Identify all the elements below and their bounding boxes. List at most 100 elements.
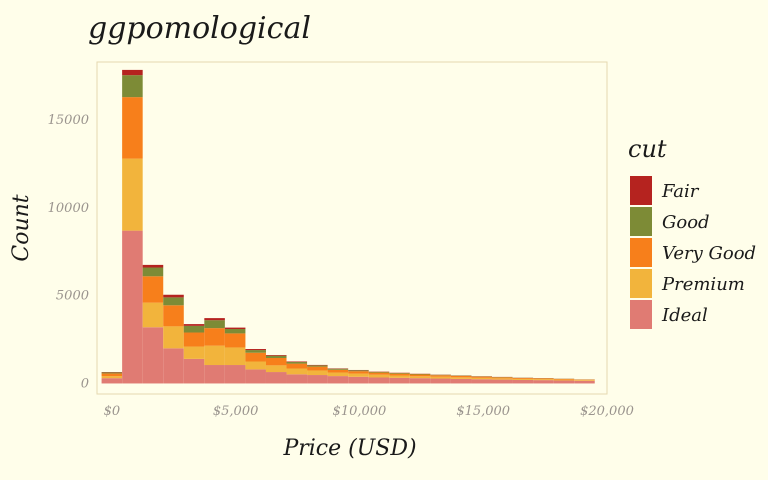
bar-premium-bin-16 [430,376,451,379]
bar-good-bin-13 [368,371,390,373]
bar-very-good-bin-2 [142,276,164,303]
bar-premium-bin-11 [327,372,349,377]
bar-ideal-bin-7 [245,369,266,384]
bar-ideal-bin-8 [265,372,287,384]
bar-ideal-bin-23 [574,380,595,384]
x-tick-label: $10,000 [333,404,387,419]
bar-premium-bin-17 [450,377,472,379]
x-tick-label: $0 [104,404,121,419]
bar-very-good-bin-6 [224,333,246,348]
bar-ideal-bin-0 [101,378,123,384]
bar-good-bin-15 [409,373,431,375]
bar-premium-bin-4 [183,346,205,359]
legend-label-good: Good [662,212,710,233]
bar-good-bin-5 [204,320,225,329]
bar-good-bin-10 [307,365,328,367]
bar-ideal-bin-1 [122,230,143,384]
bar-ideal-bin-4 [183,358,205,384]
legend-swatch-good [630,207,652,236]
bar-ideal-bin-11 [327,376,349,384]
bar-fair-bin-5 [204,318,225,321]
bar-premium-bin-12 [348,373,369,377]
bar-very-good-bin-18 [471,376,492,378]
x-tick-label: $20,000 [580,404,634,419]
bar-fair-bin-8 [265,355,287,356]
y-tick-label: 0 [81,376,89,391]
bar-fair-bin-4 [183,324,205,326]
bar-premium-bin-6 [224,347,246,366]
bar-ideal-bin-18 [471,379,492,384]
bar-premium-bin-7 [245,361,266,370]
bar-very-good-bin-1 [122,97,143,159]
bar-ideal-bin-12 [348,376,369,384]
bar-premium-bin-19 [492,378,513,380]
bar-ideal-bin-3 [163,348,184,384]
plot-panel [96,61,608,395]
bar-ideal-bin-6 [224,365,246,384]
bar-very-good-bin-8 [265,357,287,366]
bar-good-bin-6 [224,329,246,334]
x-tick-label: $5,000 [213,404,259,419]
bar-ideal-bin-16 [430,378,451,384]
bar-ideal-bin-5 [204,365,225,384]
bar-ideal-bin-13 [368,377,390,384]
bar-very-good-bin-9 [286,363,308,369]
bar-ideal-bin-21 [533,380,554,384]
bar-fair-bin-9 [286,361,308,363]
x-axis-ticks: $0 $5,000 $10,000 $15,000 $20,000 [104,404,634,419]
bar-very-good-bin-23 [574,379,595,381]
bar-good-bin-8 [265,355,287,358]
bar-good-bin-7 [245,350,266,353]
bar-premium-bin-8 [265,365,287,373]
bar-premium-bin-13 [368,374,390,378]
bar-very-good-bin-11 [327,369,349,373]
bar-premium-bin-5 [204,345,225,366]
bar-good-bin-2 [142,267,164,277]
bar-very-good-bin-4 [183,332,205,347]
legend-title: cut [628,135,667,163]
bar-good-bin-9 [286,362,308,364]
legend-label-very-good: Very Good [662,243,756,264]
legend-swatch-fair [630,176,652,205]
bar-premium-bin-10 [307,370,328,376]
y-tick-label: 15000 [48,113,89,128]
legend: Fair Good Very Good Premium Ideal [630,176,756,329]
bar-premium-bin-18 [471,377,492,380]
bar-ideal-bin-20 [512,379,534,384]
bar-ideal-bin-14 [389,377,410,384]
y-tick-label: 10000 [48,201,89,216]
bar-good-bin-11 [327,368,349,370]
bar-very-good-bin-0 [101,373,123,377]
bar-very-good-bin-17 [450,375,472,378]
bars-layer [101,69,595,384]
legend-swatch-premium [630,269,652,298]
bar-good-bin-1 [122,75,143,98]
bar-very-good-bin-16 [430,375,451,377]
y-tick-label: 5000 [56,289,89,304]
bar-good-bin-0 [101,372,123,374]
bar-premium-bin-22 [553,379,575,381]
legend-label-ideal: Ideal [661,305,708,326]
bar-good-bin-12 [348,370,369,372]
bar-fair-bin-1 [122,69,143,76]
y-axis-ticks: 0 5000 10000 15000 [48,113,89,391]
bar-very-good-bin-13 [368,372,390,375]
bar-premium-bin-9 [286,368,308,375]
bar-fair-bin-2 [142,264,164,268]
x-tick-label: $15,000 [456,404,510,419]
y-axis-title: Count [9,194,34,261]
bar-very-good-bin-14 [389,373,410,376]
bar-premium-bin-20 [512,378,534,380]
bar-ideal-bin-22 [553,380,575,384]
bar-very-good-bin-5 [204,328,225,346]
bar-fair-bin-3 [163,294,184,298]
bar-very-good-bin-21 [533,378,554,380]
bar-good-bin-14 [389,373,410,374]
legend-label-fair: Fair [661,181,700,202]
bar-very-good-bin-19 [492,377,513,379]
legend-label-premium: Premium [661,274,745,295]
bar-very-good-bin-22 [553,378,575,380]
bar-very-good-bin-10 [307,366,328,371]
x-axis-title: Price (USD) [282,436,416,461]
